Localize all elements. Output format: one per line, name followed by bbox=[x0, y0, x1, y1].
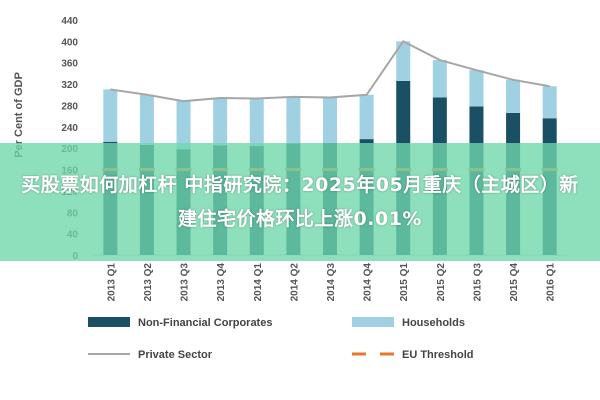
x-tick-label: 2014 Q3 bbox=[326, 263, 337, 302]
news-banner[interactable]: 买股票如何加杠杆 中指研究院：2025年05月重庆（主城区）新建住宅价格环比上涨… bbox=[0, 143, 600, 261]
x-tick-label: 2013 Q2 bbox=[143, 263, 154, 302]
banner-text: 买股票如何加杠杆 中指研究院：2025年05月重庆（主城区）新建住宅价格环比上涨… bbox=[21, 174, 579, 230]
x-tick-label: 2013 Q4 bbox=[216, 263, 227, 302]
x-tick-label: 2014 Q2 bbox=[289, 263, 300, 302]
y-tick-label: 240 bbox=[61, 123, 78, 134]
bar-households bbox=[213, 97, 228, 146]
x-axis: 2013 Q1 2013 Q2 2013 Q3 2013 Q4 2014 Q1 2014 … bbox=[106, 263, 556, 302]
legend-swatch-households bbox=[352, 317, 394, 327]
legend-label-non-financial-corporates: Non-Financial Corporates bbox=[138, 317, 272, 329]
bar-households bbox=[506, 79, 521, 113]
legend-label-households: Households bbox=[402, 317, 465, 329]
bar-households bbox=[469, 70, 484, 107]
bar-households bbox=[359, 94, 374, 140]
x-tick-label: 2014 Q4 bbox=[363, 263, 374, 302]
bar-households bbox=[323, 97, 337, 143]
x-tick-label: 2015 Q1 bbox=[399, 263, 410, 302]
x-tick-label: 2013 Q1 bbox=[106, 263, 117, 302]
x-tick-label: 2014 Q1 bbox=[253, 263, 264, 302]
x-tick-label: 2015 Q3 bbox=[472, 263, 483, 302]
legend-swatch-non-financial-corporates bbox=[88, 317, 130, 327]
legend-label-eu-threshold: EU Threshold bbox=[402, 349, 474, 361]
y-tick-label: 360 bbox=[61, 59, 78, 70]
x-tick-label: 2013 Q3 bbox=[180, 263, 191, 302]
bar-households bbox=[432, 60, 447, 98]
bar-households bbox=[286, 96, 301, 144]
x-tick-label: 2015 Q4 bbox=[509, 263, 520, 302]
legend-label-private-sector: Private Sector bbox=[138, 349, 213, 361]
x-tick-label: 2016 Q1 bbox=[546, 263, 557, 302]
y-tick-label: 440 bbox=[61, 16, 78, 27]
line-private-sector bbox=[110, 40, 550, 103]
y-tick-label: 320 bbox=[61, 80, 78, 91]
x-tick-label: 2015 Q2 bbox=[436, 263, 447, 302]
y-axis-label: Per Cent of GDP bbox=[13, 72, 25, 158]
bar-households bbox=[542, 86, 557, 119]
bar-households bbox=[249, 98, 264, 147]
y-tick-label: 280 bbox=[61, 101, 78, 112]
bar-households bbox=[139, 94, 154, 145]
y-tick-label: 400 bbox=[61, 37, 78, 48]
bar-households bbox=[176, 101, 191, 150]
bar-households bbox=[103, 89, 118, 142]
legend: Non-Financial Corporates Households Privat… bbox=[88, 317, 474, 361]
bar-households bbox=[396, 41, 411, 81]
